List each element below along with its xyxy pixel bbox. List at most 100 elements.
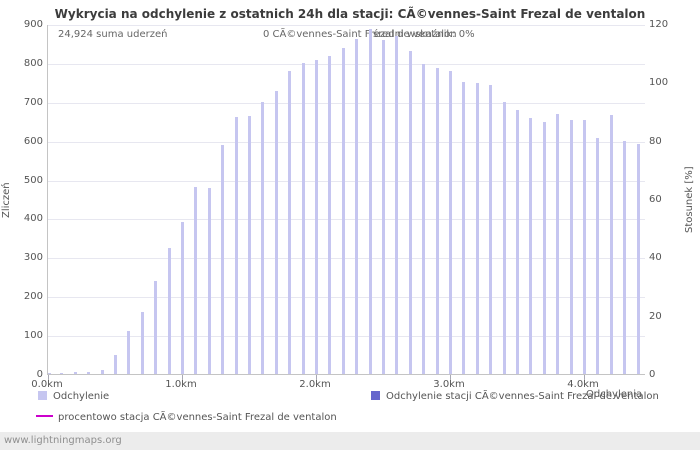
deviation-bar — [341, 48, 345, 374]
deviation-bar — [48, 373, 51, 374]
y-tick-label-left: 700 — [23, 96, 43, 108]
deviation-bar — [529, 118, 533, 374]
y-tick-label-left: 300 — [23, 252, 43, 264]
y-tick-label-left: 400 — [23, 213, 43, 225]
gridline — [48, 141, 645, 143]
y-tick-label-left: 900 — [23, 19, 43, 30]
x-tick-label: 1.0km — [165, 379, 197, 390]
y-tick-label-right: 20 — [649, 310, 662, 322]
deviation-bar — [274, 90, 278, 374]
gridline — [48, 25, 645, 26]
x-tick-mark — [316, 375, 317, 379]
y-tick-label-right: 100 — [649, 77, 669, 89]
chart-title: Wykrycia na odchylenie z ostatnich 24h d… — [54, 7, 646, 21]
deviation-bar — [154, 280, 158, 374]
deviation-bar — [596, 137, 600, 374]
annotation-total-strikes: 24,924 suma uderzeń — [58, 29, 168, 40]
watermark: www.lightningmaps.org — [0, 432, 700, 450]
x-tick-label: 2.0km — [299, 379, 331, 390]
legend-label-deviation: Odchylenie — [53, 391, 110, 402]
x-tick-mark — [182, 375, 183, 379]
y-tick-label-left: 500 — [23, 174, 43, 186]
deviation-bar — [569, 120, 573, 374]
deviation-bar — [489, 85, 493, 374]
x-axis-label: Odchylenia — [586, 389, 643, 400]
deviation-bar — [355, 38, 359, 374]
deviation-bar — [301, 62, 305, 374]
x-tick-mark — [584, 375, 585, 379]
y-tick-label-right: 0 — [649, 369, 656, 380]
y-tick-label-left: 200 — [23, 291, 43, 303]
legend-swatch-station-deviation — [371, 391, 380, 400]
deviation-bar — [368, 28, 372, 374]
deviation-bar — [140, 311, 144, 374]
legend-item-station-percent: procentowo stacja CÃ©vennes-Saint Frezal… — [36, 412, 337, 424]
gridline — [48, 219, 645, 221]
x-tick-label: 4.0km — [567, 379, 599, 390]
y-tick-label-left: 800 — [23, 57, 43, 69]
y-tick-label-left: 100 — [23, 330, 43, 342]
deviation-bar — [542, 122, 546, 374]
deviation-bar — [422, 63, 426, 374]
gridline — [48, 63, 645, 65]
deviation-bar — [328, 55, 332, 374]
legend-item-deviation: Odchylenie — [38, 391, 109, 403]
deviation-bar — [100, 370, 104, 374]
annotation-station-count: 0 CÃ©vennes-Saint Frezal de ventalon — [263, 29, 457, 40]
deviation-bar — [449, 71, 452, 374]
y-axis-label-left: Zliczeń — [1, 182, 12, 218]
deviation-bar — [288, 70, 292, 374]
plot-area: 24,924 suma uderzeń 0 CÃ©vennes-Saint Fr… — [47, 25, 645, 379]
deviation-bar — [87, 371, 91, 374]
deviation-bar — [382, 40, 385, 374]
y-tick-label-right: 40 — [649, 252, 662, 264]
deviation-bar — [583, 120, 586, 374]
gridline — [48, 336, 645, 338]
deviation-bar — [207, 188, 211, 374]
legend-label-station-percent: procentowo stacja CÃ©vennes-Saint Frezal… — [58, 412, 337, 423]
deviation-bar — [609, 115, 613, 374]
deviation-bar — [194, 187, 198, 374]
deviation-bar — [167, 247, 171, 374]
deviation-bar — [636, 143, 640, 374]
annotation-average-ratio: średni wskaźnik: 0% — [373, 29, 475, 40]
deviation-bar — [475, 83, 479, 374]
x-tick-mark — [450, 375, 451, 379]
gridline — [48, 180, 645, 182]
legend-swatch-deviation — [38, 391, 47, 400]
deviation-bar — [73, 372, 77, 374]
y-tick-label-right: 80 — [649, 135, 662, 147]
y-tick-label-right: 120 — [649, 19, 669, 30]
y-tick-label-left: 600 — [23, 135, 43, 147]
deviation-bar — [60, 372, 64, 374]
legend-line-station-percent — [36, 415, 53, 417]
deviation-bar — [181, 222, 184, 374]
gridline — [48, 258, 645, 260]
deviation-bar — [234, 117, 238, 374]
legend-label-station-deviation: Odchylenie stacji CÃ©vennes-Saint Frezal… — [386, 391, 659, 402]
deviation-bar — [556, 114, 560, 374]
x-tick-mark — [48, 375, 49, 379]
x-tick-label: 0.0km — [31, 379, 63, 390]
y-tick-label-right: 60 — [649, 194, 662, 205]
legend-item-station-deviation: Odchylenie stacji CÃ©vennes-Saint Frezal… — [371, 391, 659, 403]
y-tick-label-left: 0 — [36, 369, 43, 380]
deviation-bar — [623, 140, 627, 374]
deviation-bar — [462, 81, 466, 374]
deviation-bar — [261, 101, 265, 374]
deviation-bar — [502, 101, 506, 374]
deviation-bar — [127, 331, 131, 374]
y-axis-label-right: Stosunek [%] — [684, 166, 695, 234]
deviation-bar — [114, 354, 117, 374]
x-tick-label: 3.0km — [433, 379, 465, 390]
deviation-bar — [516, 109, 519, 374]
deviation-bar — [395, 36, 399, 374]
deviation-bar — [248, 116, 251, 374]
deviation-bar — [221, 144, 225, 374]
gridline — [48, 102, 645, 104]
deviation-bar — [435, 67, 439, 374]
deviation-bar — [315, 59, 318, 374]
deviation-bar — [408, 51, 412, 374]
gridline — [48, 297, 645, 299]
